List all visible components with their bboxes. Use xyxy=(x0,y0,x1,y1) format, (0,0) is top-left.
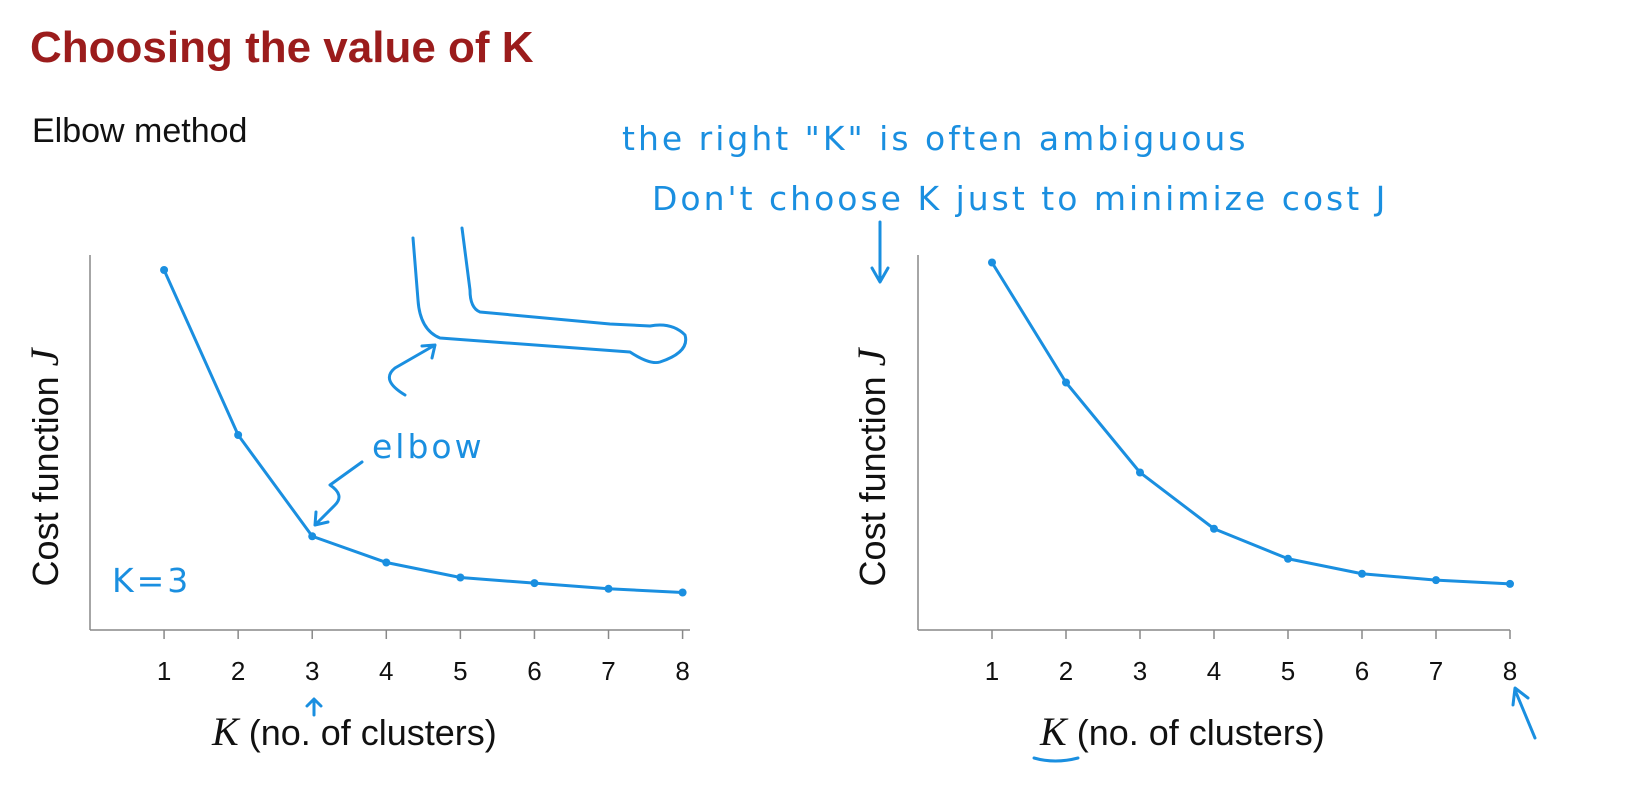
elbow-arrow xyxy=(313,460,364,527)
x-axis-label: K (no. of clusters) xyxy=(211,709,497,754)
cost-line xyxy=(162,269,683,594)
x-tick-label: 7 xyxy=(601,656,615,686)
data-point xyxy=(234,431,243,439)
k-underline xyxy=(1032,756,1080,763)
k3-arrow xyxy=(305,697,323,717)
data-point xyxy=(678,588,687,597)
annotation: Don't choose K just to minimize cost J xyxy=(652,179,1388,218)
x-tick-label: 1 xyxy=(157,656,171,686)
data-point xyxy=(988,258,996,267)
data-point xyxy=(530,579,539,588)
x-tick-label: 8 xyxy=(675,656,689,686)
data-point xyxy=(308,532,317,541)
y-axis-label: Cost function J xyxy=(849,346,894,586)
slide-subtitle: Elbow method xyxy=(32,112,247,150)
y-axis-label: Cost function J xyxy=(22,346,67,586)
y-label-text: Cost function xyxy=(25,376,66,586)
x-axis-label: K (no. of clusters) xyxy=(1039,709,1325,754)
x-label-text: (no. of clusters) xyxy=(1077,712,1325,753)
data-point xyxy=(456,573,465,582)
x-tick-label: 7 xyxy=(1429,656,1443,686)
data-point xyxy=(382,558,391,567)
y-label-symbol: J xyxy=(849,346,894,366)
data-point xyxy=(1210,524,1218,533)
x-tick-label: 3 xyxy=(305,656,319,686)
x-tick-label: 6 xyxy=(527,656,541,686)
x-label-text: (no. of clusters) xyxy=(249,712,497,753)
x-tick-label: 5 xyxy=(453,656,467,686)
x-tick-label: 2 xyxy=(1059,656,1073,686)
data-point xyxy=(1432,576,1440,585)
y-label-symbol: J xyxy=(22,346,67,366)
data-point xyxy=(1506,579,1514,588)
x-tick-label: 5 xyxy=(1281,656,1295,686)
x-tick-label: 2 xyxy=(231,656,245,686)
x-tick-label: 1 xyxy=(985,656,999,686)
j-arrow xyxy=(870,220,890,284)
x-tick-label: 4 xyxy=(379,656,393,686)
data-point xyxy=(1284,554,1292,563)
x-label-symbol: K xyxy=(211,709,241,754)
data-point xyxy=(1062,378,1070,387)
x-tick-label: 6 xyxy=(1355,656,1369,686)
data-point xyxy=(160,266,169,274)
annotation: elbow xyxy=(372,427,485,466)
cost-line xyxy=(990,261,1511,586)
arm-drawing xyxy=(411,226,688,364)
annotation: the right "K" is often ambiguous xyxy=(622,119,1249,158)
data-point xyxy=(1136,468,1144,477)
data-point xyxy=(604,584,613,593)
data-point xyxy=(1358,569,1366,578)
x-tick-label: 8 xyxy=(1503,656,1517,686)
y-label-text: Cost function xyxy=(852,376,893,586)
slide-title: Choosing the value of K xyxy=(30,23,534,72)
k8-arrow xyxy=(1511,686,1537,740)
x-label-symbol: K xyxy=(1039,709,1069,754)
x-tick-label: 3 xyxy=(1133,656,1147,686)
elbow-arrow xyxy=(387,343,437,397)
annotation: K=3 xyxy=(112,561,191,600)
x-tick-label: 4 xyxy=(1207,656,1221,686)
